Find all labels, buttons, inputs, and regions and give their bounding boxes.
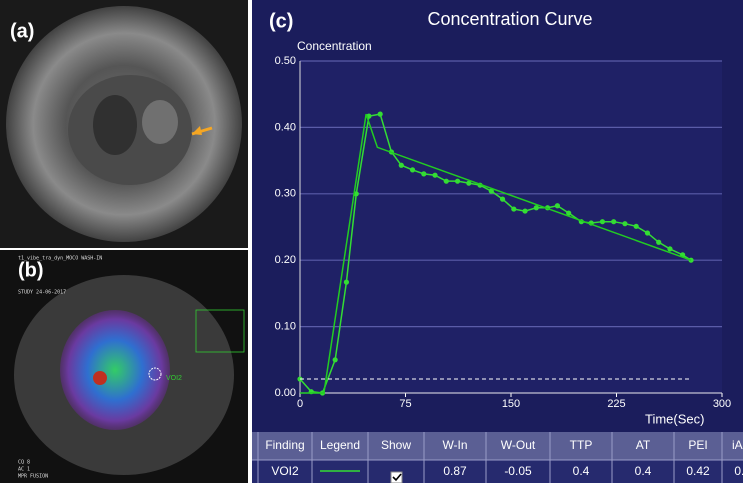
data-point [344, 280, 349, 285]
y-tick-label: 0.20 [275, 254, 296, 266]
data-point [410, 167, 415, 172]
data-point [634, 224, 639, 229]
x-tick-label: 225 [607, 398, 625, 410]
data-point [511, 206, 516, 211]
overlay-text: CQ 8 [18, 460, 30, 466]
data-point [421, 171, 426, 176]
x-tick-label: 300 [713, 398, 731, 410]
panel-label: (b) [18, 259, 44, 281]
data-point [622, 221, 627, 226]
overlay-text: MPR FUSION [18, 474, 48, 480]
data-point [600, 219, 605, 224]
x-tick-label: 0 [297, 398, 303, 410]
table-header: AT [636, 438, 651, 452]
overlay-text: AC 1 [18, 467, 30, 473]
hotspot [93, 371, 107, 385]
table-header: W-In [442, 438, 467, 452]
table-header: iAUC [732, 438, 743, 452]
x-axis-label: Time(Sec) [645, 411, 704, 426]
panel-label: (c) [269, 10, 293, 32]
perfusion-map [60, 310, 170, 430]
panel-b: t1_vibe_tra_dyn_MOCO WASH-IN STUDY 24-06… [0, 250, 248, 483]
panel-label: (a) [10, 20, 34, 42]
lesion [142, 100, 178, 144]
y-tick-label: 0.40 [275, 121, 296, 133]
overlay-text: STUDY 24-06-2017 [18, 290, 66, 296]
data-point [667, 246, 672, 251]
table-cell: 0.36 [734, 464, 743, 478]
table-header: PEI [688, 438, 707, 452]
plot-area [300, 61, 722, 393]
data-point [611, 219, 616, 224]
table-cell: 0.4 [635, 464, 652, 478]
x-tick-label: 150 [502, 398, 520, 410]
figure: (a) t1_vibe_tra_dyn_MOCO WASH-IN STUDY 2… [0, 0, 743, 483]
y-tick-label: 0.00 [275, 387, 296, 399]
table-cell: -0.05 [504, 464, 532, 478]
region [93, 95, 137, 155]
data-point [522, 208, 527, 213]
x-tick-label: 75 [399, 398, 411, 410]
data-point [399, 163, 404, 168]
table-header: Show [381, 438, 411, 452]
y-tick-label: 0.50 [275, 55, 296, 67]
overlay-text: VOI2 [166, 375, 182, 382]
data-point [333, 357, 338, 362]
y-axis-label: Concentration [297, 39, 372, 53]
data-point [555, 203, 560, 208]
data-point [432, 173, 437, 178]
y-tick-label: 0.10 [275, 321, 296, 333]
table-header: Finding [265, 438, 304, 452]
table-header: Legend [320, 438, 360, 452]
table-cell: 0.4 [573, 464, 590, 478]
table-cell: VOI2 [271, 464, 299, 478]
table-cell: 0.87 [443, 464, 467, 478]
table-header: TTP [570, 438, 593, 452]
panel-a: (a) [0, 0, 248, 248]
table-cell: 0.42 [686, 464, 710, 478]
table-header: W-Out [501, 438, 536, 452]
panel-c: (c) Concentration Curve Concentration Ti… [252, 0, 743, 483]
data-point [378, 112, 383, 117]
data-point [656, 240, 661, 245]
data-point [645, 230, 650, 235]
data-point [500, 197, 505, 202]
table: Finding Legend Show W-In W-Out TTP AT PEI iAUC VO… [252, 432, 743, 483]
data-point [444, 179, 449, 184]
data-point [455, 179, 460, 184]
chart-title: Concentration Curve [427, 9, 592, 29]
y-tick-label: 0.30 [275, 188, 296, 200]
